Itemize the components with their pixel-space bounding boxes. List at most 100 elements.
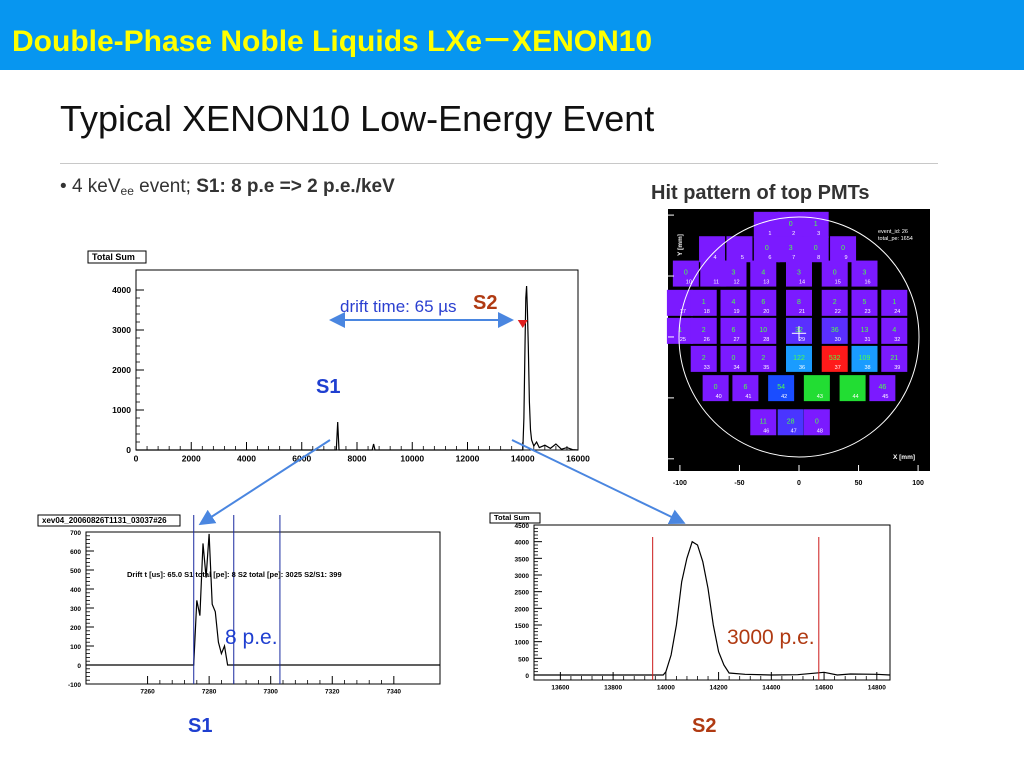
pmt-cell (851, 260, 878, 287)
x-tick-label: 8000 (348, 454, 367, 464)
main-s1-label: S1 (316, 376, 341, 398)
pmt-cell (720, 289, 747, 316)
pmt-pe-value: 13 (861, 327, 869, 334)
plot-title: xev04_20060826T1131_03037#26 (42, 516, 167, 525)
pmt-cell (732, 375, 759, 402)
x-tick-label: 14800 (868, 685, 886, 692)
y-tick-label: 600 (70, 549, 81, 556)
pmt-cell (802, 211, 829, 238)
pmt-id: 45 (882, 394, 888, 400)
pmt-id: 10 (686, 280, 692, 286)
pmt-id: 35 (763, 365, 769, 371)
pmt-id: 15 (835, 280, 841, 286)
s2-pe-annotation: 3000 p.e. (727, 626, 815, 649)
bullet-mid: event; (133, 176, 197, 197)
pmt-pe-value: 8 (797, 299, 801, 306)
pmt-id: 12 (733, 280, 739, 286)
pmt-pe-value: 3 (732, 270, 736, 277)
pmt-cell (786, 289, 812, 316)
y-tick-label: 500 (70, 568, 81, 575)
pmt-pe-value: 11 (760, 418, 767, 425)
pmt-id: 22 (835, 309, 841, 315)
pmt-id: 4 (714, 255, 717, 261)
pmt-cell (777, 236, 804, 263)
title-banner: Double-Phase Noble Liquids LXe－XENON10 (0, 0, 1024, 70)
legend-text: total_pe: 1654 (878, 236, 913, 242)
pmt-cell (851, 345, 878, 372)
slide-title: Double-Phase Noble Liquids LXe－XENON10 (12, 25, 653, 58)
x-tick-label: 7300 (263, 689, 278, 696)
pmt-pe-value: 5 (863, 299, 867, 306)
pmt-id: 21 (799, 309, 805, 315)
x-axis-label: X [mm] (893, 454, 915, 461)
y-tick-label: -100 (644, 457, 658, 464)
pmt-id: 44 (853, 394, 859, 400)
y-tick-label: 0 (126, 445, 131, 455)
plot-frame (135, 269, 579, 451)
y-tick-label: 400 (70, 587, 81, 594)
pmt-cell (803, 409, 830, 436)
pmt-id: 19 (733, 309, 739, 315)
pmt-cell (690, 317, 717, 344)
divider (60, 163, 938, 164)
x-tick-label: -100 (673, 480, 687, 487)
pmt-cell (750, 409, 777, 436)
pmt-pe-value: 109 (859, 355, 871, 362)
arrow-s1-zoom (198, 439, 331, 526)
pmt-pe-value: 1 (892, 299, 896, 306)
x-tick-label: 7260 (140, 689, 155, 696)
pmt-pe-value: 4 (892, 327, 896, 334)
pmt-cell (821, 289, 848, 316)
pmt-cell (821, 345, 848, 372)
main-total-sum-plot: Total Sum0100020003000400002000400060008… (87, 250, 590, 464)
y-axis-label: Y [mm] (677, 234, 684, 256)
legend-text: event_id: 26 (878, 229, 908, 235)
x-tick-label: 7280 (202, 689, 217, 696)
pmt-id: 31 (864, 337, 870, 343)
pmt-id: 40 (716, 394, 722, 400)
pmt-cell (720, 317, 747, 344)
pmt-id: 5 (741, 255, 744, 261)
pmt-pe-value: 3 (797, 270, 801, 277)
x-tick-label: 0 (134, 454, 139, 464)
plot-title: Total Sum (494, 513, 530, 522)
pmt-cell (720, 345, 747, 372)
pmt-pe-value: 6 (732, 327, 736, 334)
pmt-id: 24 (894, 309, 900, 315)
pmt-pe-value: 28 (787, 418, 795, 425)
y-tick-label: 0 (654, 335, 658, 342)
pmt-pe-value: 0 (833, 270, 837, 277)
pmt-pe-value: 0 (765, 245, 769, 252)
pmt-cell (802, 236, 829, 263)
pmt-cell (869, 375, 896, 402)
x-tick-label: 16000 (566, 454, 590, 464)
y-tick-label: 2000 (515, 606, 530, 613)
y-tick-label: 700 (70, 530, 81, 537)
pmt-id: 46 (763, 428, 769, 434)
pmt-pe-value: 4 (761, 270, 765, 277)
y-tick-label: -100 (68, 682, 81, 689)
bullet-prefix: 4 keV (71, 176, 121, 197)
pmt-id: 43 (817, 394, 823, 400)
plot-frame (533, 524, 891, 681)
pmt-cell (753, 236, 780, 263)
pmt-id: 27 (733, 337, 739, 343)
pmt-pe-value: 10 (759, 327, 767, 334)
pmt-pe-value: 122 (793, 355, 805, 362)
pmt-pe-value: 6 (743, 384, 747, 391)
pmt-pe-value: 2 (702, 327, 706, 334)
pmt-cell (702, 375, 729, 402)
pmt-id: 42 (781, 394, 787, 400)
x-tick-label: -50 (734, 480, 744, 487)
pmt-pe-value: 0 (732, 355, 736, 362)
x-tick-label: 2000 (182, 454, 201, 464)
x-tick-label: 7340 (387, 689, 402, 696)
pmt-pe-value: 6 (761, 299, 765, 306)
pmt-id: 2 (792, 231, 795, 237)
pmt-cell (699, 236, 726, 263)
pmt-pe-value: 0 (684, 270, 688, 277)
x-tick-label: 4000 (237, 454, 256, 464)
pmt-id: 48 (817, 428, 823, 434)
y-tick-label: 4500 (515, 523, 530, 530)
section-heading: Typical XENON10 Low-Energy Event (60, 98, 655, 139)
